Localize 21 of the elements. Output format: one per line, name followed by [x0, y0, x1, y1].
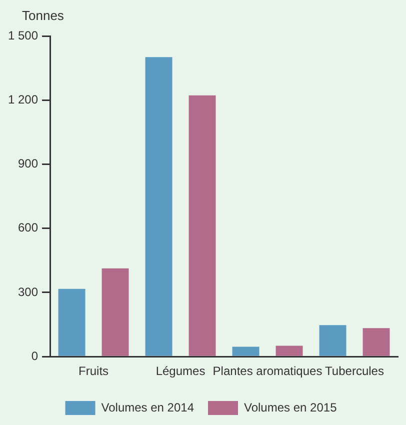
legend-label: Volumes en 2015	[244, 400, 338, 414]
y-tick-label: 0	[31, 348, 38, 363]
bar	[362, 328, 390, 356]
bar	[276, 346, 303, 356]
x-tick-label: Légumes	[156, 364, 206, 378]
bar	[102, 268, 129, 356]
y-tick-label: 1 200	[8, 92, 38, 106]
y-tick-label: 300	[18, 284, 38, 299]
x-tick-label: Tubercules	[325, 364, 384, 378]
x-tick-label: Plantes aromatiques	[212, 364, 322, 378]
bar	[232, 346, 260, 356]
bar	[145, 57, 172, 356]
y-axis-title: Tonnes	[22, 8, 64, 23]
legend-label: Volumes en 2014	[101, 400, 194, 414]
y-tick-label: 1 500	[8, 28, 38, 42]
bar	[188, 95, 216, 356]
y-tick-label: 900	[18, 156, 38, 171]
bar	[58, 288, 86, 356]
bar	[319, 325, 346, 356]
y-tick-label: 600	[18, 220, 38, 235]
x-tick-label: Fruits	[78, 364, 109, 378]
